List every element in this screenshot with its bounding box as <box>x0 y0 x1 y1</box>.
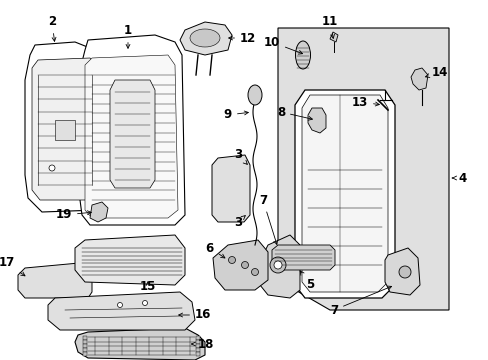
Polygon shape <box>410 68 427 90</box>
Text: 3: 3 <box>233 148 247 165</box>
Text: 9: 9 <box>224 108 248 122</box>
Text: 1: 1 <box>123 24 132 48</box>
Ellipse shape <box>117 302 122 307</box>
Ellipse shape <box>142 301 147 306</box>
Text: 10: 10 <box>263 36 302 54</box>
Polygon shape <box>196 340 200 344</box>
Polygon shape <box>213 240 267 290</box>
Polygon shape <box>25 42 108 212</box>
Text: 18: 18 <box>191 338 214 351</box>
Ellipse shape <box>49 165 55 171</box>
Polygon shape <box>307 108 325 133</box>
Polygon shape <box>180 22 231 55</box>
Polygon shape <box>329 32 337 42</box>
Polygon shape <box>55 120 75 140</box>
Polygon shape <box>85 55 178 218</box>
Polygon shape <box>196 344 200 348</box>
Text: 6: 6 <box>205 242 224 258</box>
Ellipse shape <box>269 257 285 273</box>
Ellipse shape <box>247 85 262 105</box>
Polygon shape <box>384 248 419 295</box>
Text: 8: 8 <box>276 105 312 120</box>
Polygon shape <box>294 90 394 298</box>
Text: 17: 17 <box>0 256 25 276</box>
Text: 16: 16 <box>178 309 211 321</box>
Text: 11: 11 <box>321 15 337 39</box>
Polygon shape <box>258 235 299 298</box>
Polygon shape <box>80 35 184 225</box>
Polygon shape <box>196 336 200 340</box>
Polygon shape <box>75 235 184 285</box>
Text: 5: 5 <box>300 271 313 291</box>
Text: 19: 19 <box>56 208 91 221</box>
Ellipse shape <box>228 256 235 264</box>
Polygon shape <box>90 202 108 222</box>
Text: 3: 3 <box>233 216 245 229</box>
Polygon shape <box>278 28 448 310</box>
Text: 15: 15 <box>140 280 156 293</box>
Polygon shape <box>18 262 92 298</box>
Polygon shape <box>83 348 87 352</box>
Polygon shape <box>196 352 200 356</box>
Polygon shape <box>83 352 87 356</box>
Polygon shape <box>48 292 195 330</box>
Text: 7: 7 <box>258 194 277 244</box>
Text: 14: 14 <box>425 66 447 78</box>
Polygon shape <box>32 58 100 200</box>
Polygon shape <box>83 340 87 344</box>
Polygon shape <box>75 328 204 360</box>
Polygon shape <box>110 80 155 188</box>
Text: 13: 13 <box>351 95 379 108</box>
Text: 2: 2 <box>48 15 56 41</box>
Polygon shape <box>83 344 87 348</box>
Polygon shape <box>271 245 334 270</box>
Text: 7: 7 <box>329 286 391 316</box>
Text: 4: 4 <box>451 171 465 184</box>
Ellipse shape <box>295 41 310 69</box>
Text: 12: 12 <box>228 31 256 45</box>
Ellipse shape <box>241 261 248 269</box>
Ellipse shape <box>190 29 220 47</box>
Polygon shape <box>83 336 87 340</box>
Ellipse shape <box>398 266 410 278</box>
Ellipse shape <box>251 269 258 275</box>
Ellipse shape <box>273 261 282 269</box>
Polygon shape <box>196 348 200 352</box>
Polygon shape <box>212 155 249 222</box>
Polygon shape <box>302 95 387 292</box>
